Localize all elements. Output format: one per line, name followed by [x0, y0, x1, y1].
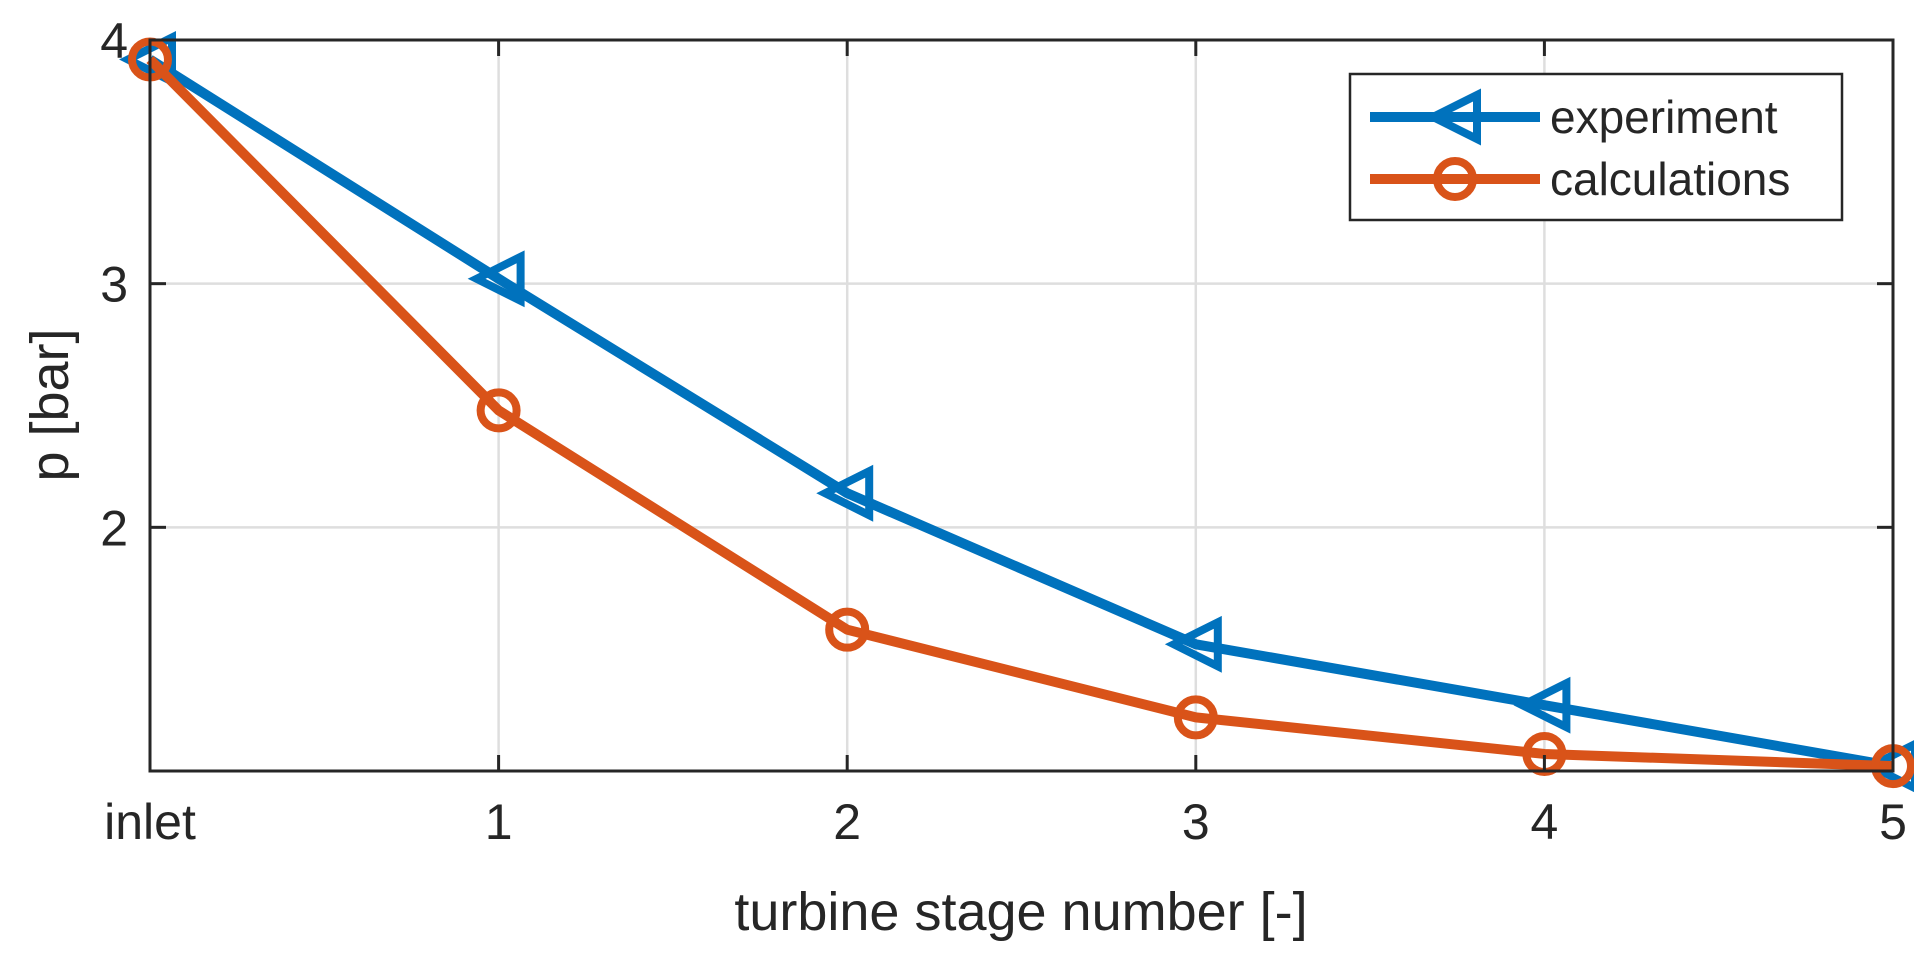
y-tick-labels: 2 3 4 [100, 13, 128, 556]
experiment-point [816, 464, 874, 522]
x-tick-label: 4 [1530, 794, 1558, 850]
calculations-line [146, 55, 1894, 772]
legend-label: experiment [1550, 91, 1778, 143]
y-tick-label: 4 [100, 13, 128, 69]
calculations-point [825, 607, 870, 652]
y-tick-label: 3 [100, 257, 128, 313]
axis-ticks [148, 38, 1895, 771]
x-tick-label: 3 [1182, 794, 1210, 850]
x-tick-labels: inlet 1 2 3 4 5 [104, 794, 1907, 850]
calculations-point [476, 388, 521, 433]
legend-box [1348, 72, 1844, 222]
legend-marker [1433, 157, 1477, 201]
legend-item-calculations: calculations [1370, 153, 1790, 205]
x-tick-label: inlet [104, 794, 196, 850]
experiment-line [147, 55, 1894, 772]
legend-item-experiment: experiment [1370, 88, 1778, 146]
legend-label: calculations [1550, 153, 1790, 205]
experiment-point [467, 250, 525, 308]
legend: experiment calculations [1348, 72, 1844, 222]
x-tick-label: 5 [1879, 794, 1907, 850]
plot-frame [148, 38, 1895, 773]
legend-marker [1424, 88, 1481, 146]
experiment-point [1513, 676, 1571, 734]
calculations-point [1173, 695, 1218, 740]
y-axis-label: p [bar] [20, 328, 80, 481]
experiment-point [1164, 615, 1222, 673]
x-tick-label: 2 [833, 794, 861, 850]
y-tick-label: 2 [100, 500, 128, 556]
x-axis-label: turbine stage number [-] [734, 882, 1307, 942]
x-tick-label: 1 [485, 794, 513, 850]
